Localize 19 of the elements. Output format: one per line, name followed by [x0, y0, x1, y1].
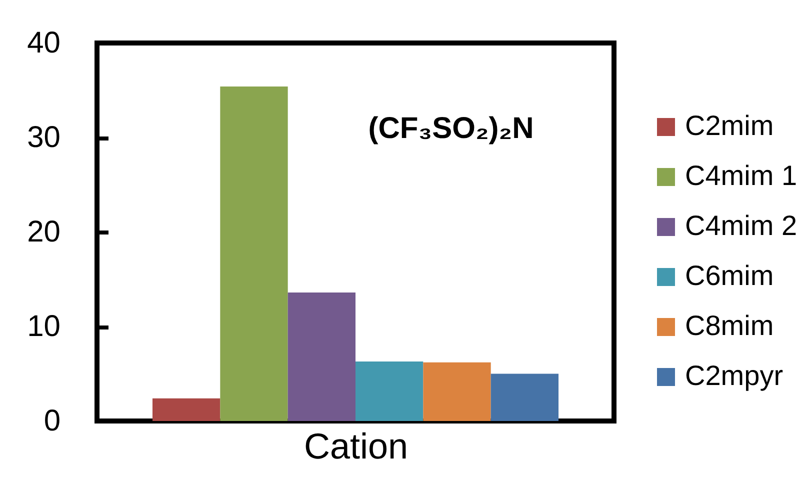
- y-tick-label: 30: [27, 121, 60, 154]
- y-tick-label: 0: [44, 404, 60, 438]
- legend-label: C8mim: [685, 310, 774, 341]
- legend-label: C2mpyr: [685, 360, 784, 391]
- legend-label: C6mim: [685, 260, 774, 291]
- y-tick-label: 10: [27, 310, 60, 343]
- bar: [152, 398, 220, 421]
- bar: [423, 362, 491, 421]
- legend-label: C2mim: [685, 110, 774, 141]
- bar: [356, 361, 424, 421]
- y-tick-label: 40: [27, 26, 60, 60]
- annotation: (CF₃SO₂)₂N: [368, 112, 534, 145]
- bar: [288, 292, 356, 421]
- y-tick-label: 20: [27, 216, 60, 248]
- x-axis-title: Cation: [304, 426, 408, 466]
- bar: [220, 86, 288, 421]
- legend-label: C4mim 2: [685, 210, 798, 241]
- bar: [490, 374, 559, 421]
- legend-label: C4mim 1: [685, 160, 798, 191]
